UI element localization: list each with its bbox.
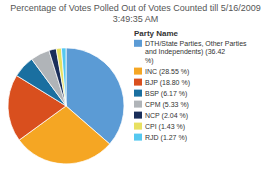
- legend-swatch: [134, 123, 142, 130]
- legend-label: RJD (1.27 %): [145, 134, 187, 142]
- legend-label-line: and Independents) (36.42: [145, 48, 225, 56]
- legend-label-line: %): [145, 57, 154, 65]
- legend-label-line: INC (28.55 %): [145, 68, 189, 76]
- legend-label-line: DTH/State Parties, Other Parties: [145, 40, 247, 47]
- legend-label-line: RJD (1.27 %): [145, 134, 187, 142]
- legend-item: CPM (5.33 %): [134, 101, 189, 109]
- pie-slice: [61, 48, 66, 106]
- legend-item: NCP (2.04 %): [134, 112, 188, 120]
- chart: Percentage of Votes Polled Out of Votes …: [0, 0, 271, 186]
- legend-label-line: CPI (1.43 %): [145, 123, 185, 131]
- pie-slice: [56, 48, 66, 106]
- legend-label: CPM (5.33 %): [145, 101, 189, 109]
- legend-label-line: BSP (6.17 %): [145, 90, 187, 98]
- legend-item: BJP (18.80 %): [134, 79, 190, 87]
- legend-item: BSP (6.17 %): [134, 90, 187, 98]
- legend-swatch: [134, 101, 142, 108]
- legend-label: NCP (2.04 %): [145, 112, 188, 120]
- title-line: 3:49:35 AM: [113, 14, 159, 24]
- legend-label: DTH/State Parties, Other Partiesand Inde…: [145, 40, 247, 65]
- legend-item: CPI (1.43 %): [134, 123, 185, 131]
- pie-slice: [49, 49, 66, 106]
- legend-label: BJP (18.80 %): [145, 79, 190, 87]
- legend-label-line: NCP (2.04 %): [145, 112, 188, 120]
- title: Percentage of Votes Polled Out of Votes …: [10, 3, 261, 24]
- legend-swatch: [134, 112, 142, 119]
- legend-label: INC (28.55 %): [145, 68, 189, 76]
- title-line: Percentage of Votes Polled Out of Votes …: [10, 3, 261, 13]
- legend-item: INC (28.55 %): [134, 68, 189, 76]
- legend-label: CPI (1.43 %): [145, 123, 185, 131]
- legend-swatch: [134, 68, 142, 75]
- legend-item: DTH/State Parties, Other Partiesand Inde…: [134, 40, 247, 65]
- pie: [8, 48, 124, 164]
- legend-swatch: [134, 79, 142, 86]
- legend-swatch: [134, 40, 142, 47]
- legend-label-line: CPM (5.33 %): [145, 101, 189, 109]
- legend-swatch: [134, 90, 142, 97]
- legend-swatch: [134, 134, 142, 141]
- legend-item: RJD (1.27 %): [134, 134, 187, 142]
- legend-label: BSP (6.17 %): [145, 90, 187, 98]
- legend-title: Party Name: [134, 29, 179, 38]
- legend: Party Name DTH/State Parties, Other Parti…: [134, 29, 247, 142]
- legend-label-line: BJP (18.80 %): [145, 79, 190, 87]
